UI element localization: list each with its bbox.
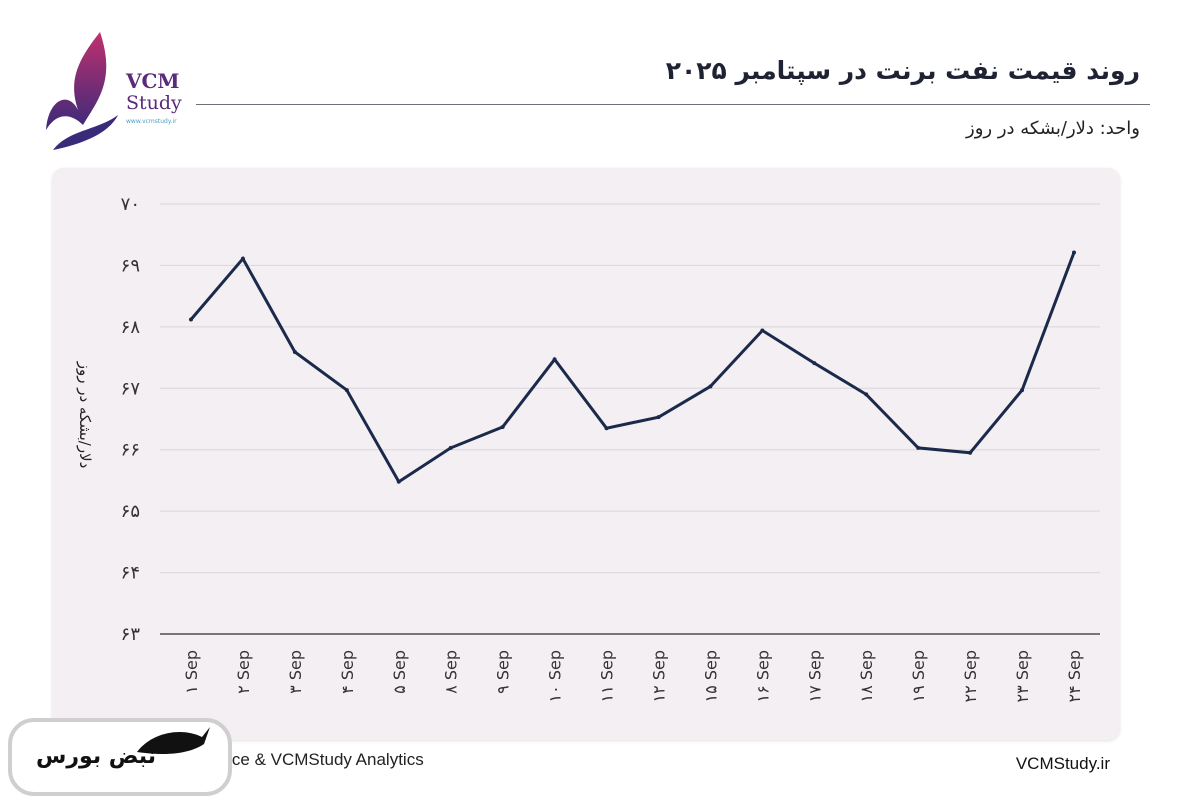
x-tick-label: ۱۸ Sep: [857, 650, 876, 702]
x-tick-label: ۲۴ Sep: [1065, 650, 1084, 702]
y-tick-label: ۶۷: [121, 378, 141, 399]
data-point: [708, 384, 713, 389]
y-tick-label: ۶۳: [121, 624, 141, 645]
logo-url: www.vcmstudy.ir: [126, 118, 177, 125]
data-point: [448, 445, 453, 450]
data-point: [812, 361, 817, 366]
y-tick-label: ۶۴: [121, 563, 140, 584]
x-tick-label: ۲۲ Sep: [961, 650, 980, 702]
site-link[interactable]: VCMStudy.ir: [1015, 754, 1110, 773]
data-point: [604, 426, 609, 431]
bull-icon: [137, 727, 210, 755]
data-point: [1020, 388, 1025, 393]
y-tick-label: ۶۹: [121, 255, 140, 276]
flame-logo-icon: [46, 32, 118, 150]
y-tick-label: ۶۵: [121, 501, 140, 522]
data-point: [344, 388, 349, 393]
data-point: [552, 357, 557, 362]
logo-name-2: Study: [126, 92, 182, 114]
x-tick-label: ۲ Sep: [234, 650, 253, 694]
source-text: Source & VCMStudy Analytics: [196, 750, 424, 769]
data-point: [968, 450, 973, 455]
x-tick-label: ۱۷ Sep: [805, 650, 824, 702]
data-point: [760, 328, 765, 333]
data-point: [292, 350, 297, 355]
x-tick-label: ۱۱ Sep: [598, 650, 617, 702]
y-tick-label: ۷۰: [121, 194, 140, 215]
x-tick-label: ۱۲ Sep: [649, 650, 668, 702]
chart-title: روند قیمت نفت برنت در سپتامبر ۲۰۲۵: [665, 56, 1140, 85]
x-tick-label: ۳ Sep: [286, 650, 305, 694]
x-tick-label: ۱۰ Sep: [546, 650, 565, 702]
x-tick-label: ۱۵ Sep: [701, 650, 720, 702]
data-point: [240, 256, 245, 261]
x-tick-label: ۵ Sep: [390, 650, 409, 694]
vcmstudy-logo: VCM Study www.vcmstudy.ir: [38, 30, 198, 160]
data-point: [864, 392, 869, 397]
data-point: [396, 479, 401, 484]
x-tick-label: ۲۳ Sep: [1013, 650, 1032, 702]
y-tick-label: ۶۸: [121, 317, 141, 338]
chart-card: [52, 168, 1120, 740]
x-tick-label: ۱۶ Sep: [753, 650, 772, 702]
y-axis-label: دلار/بشکه در روز: [76, 361, 94, 469]
x-tick-label: ۹ Sep: [494, 650, 513, 694]
unit-label: واحد: دلار/بشکه در روز: [966, 118, 1140, 139]
header-divider: [196, 104, 1150, 105]
data-point: [1072, 250, 1076, 255]
logo-name: VCM: [126, 69, 180, 93]
x-tick-label: ۱۹ Sep: [909, 650, 928, 702]
x-tick-label: ۴ Sep: [338, 650, 357, 694]
y-tick-label: ۶۶: [121, 440, 140, 461]
data-point: [189, 317, 193, 322]
data-point: [500, 424, 505, 429]
data-point: [916, 445, 921, 450]
series-line-brent: [189, 251, 1076, 484]
x-tick-label: ۸ Sep: [442, 650, 461, 694]
data-point: [656, 415, 661, 420]
badge-text: نبض بورس: [36, 744, 156, 769]
x-tick-label: ۱ Sep: [182, 650, 201, 694]
nabz-bourse-badge: نبض بورس: [8, 718, 232, 796]
